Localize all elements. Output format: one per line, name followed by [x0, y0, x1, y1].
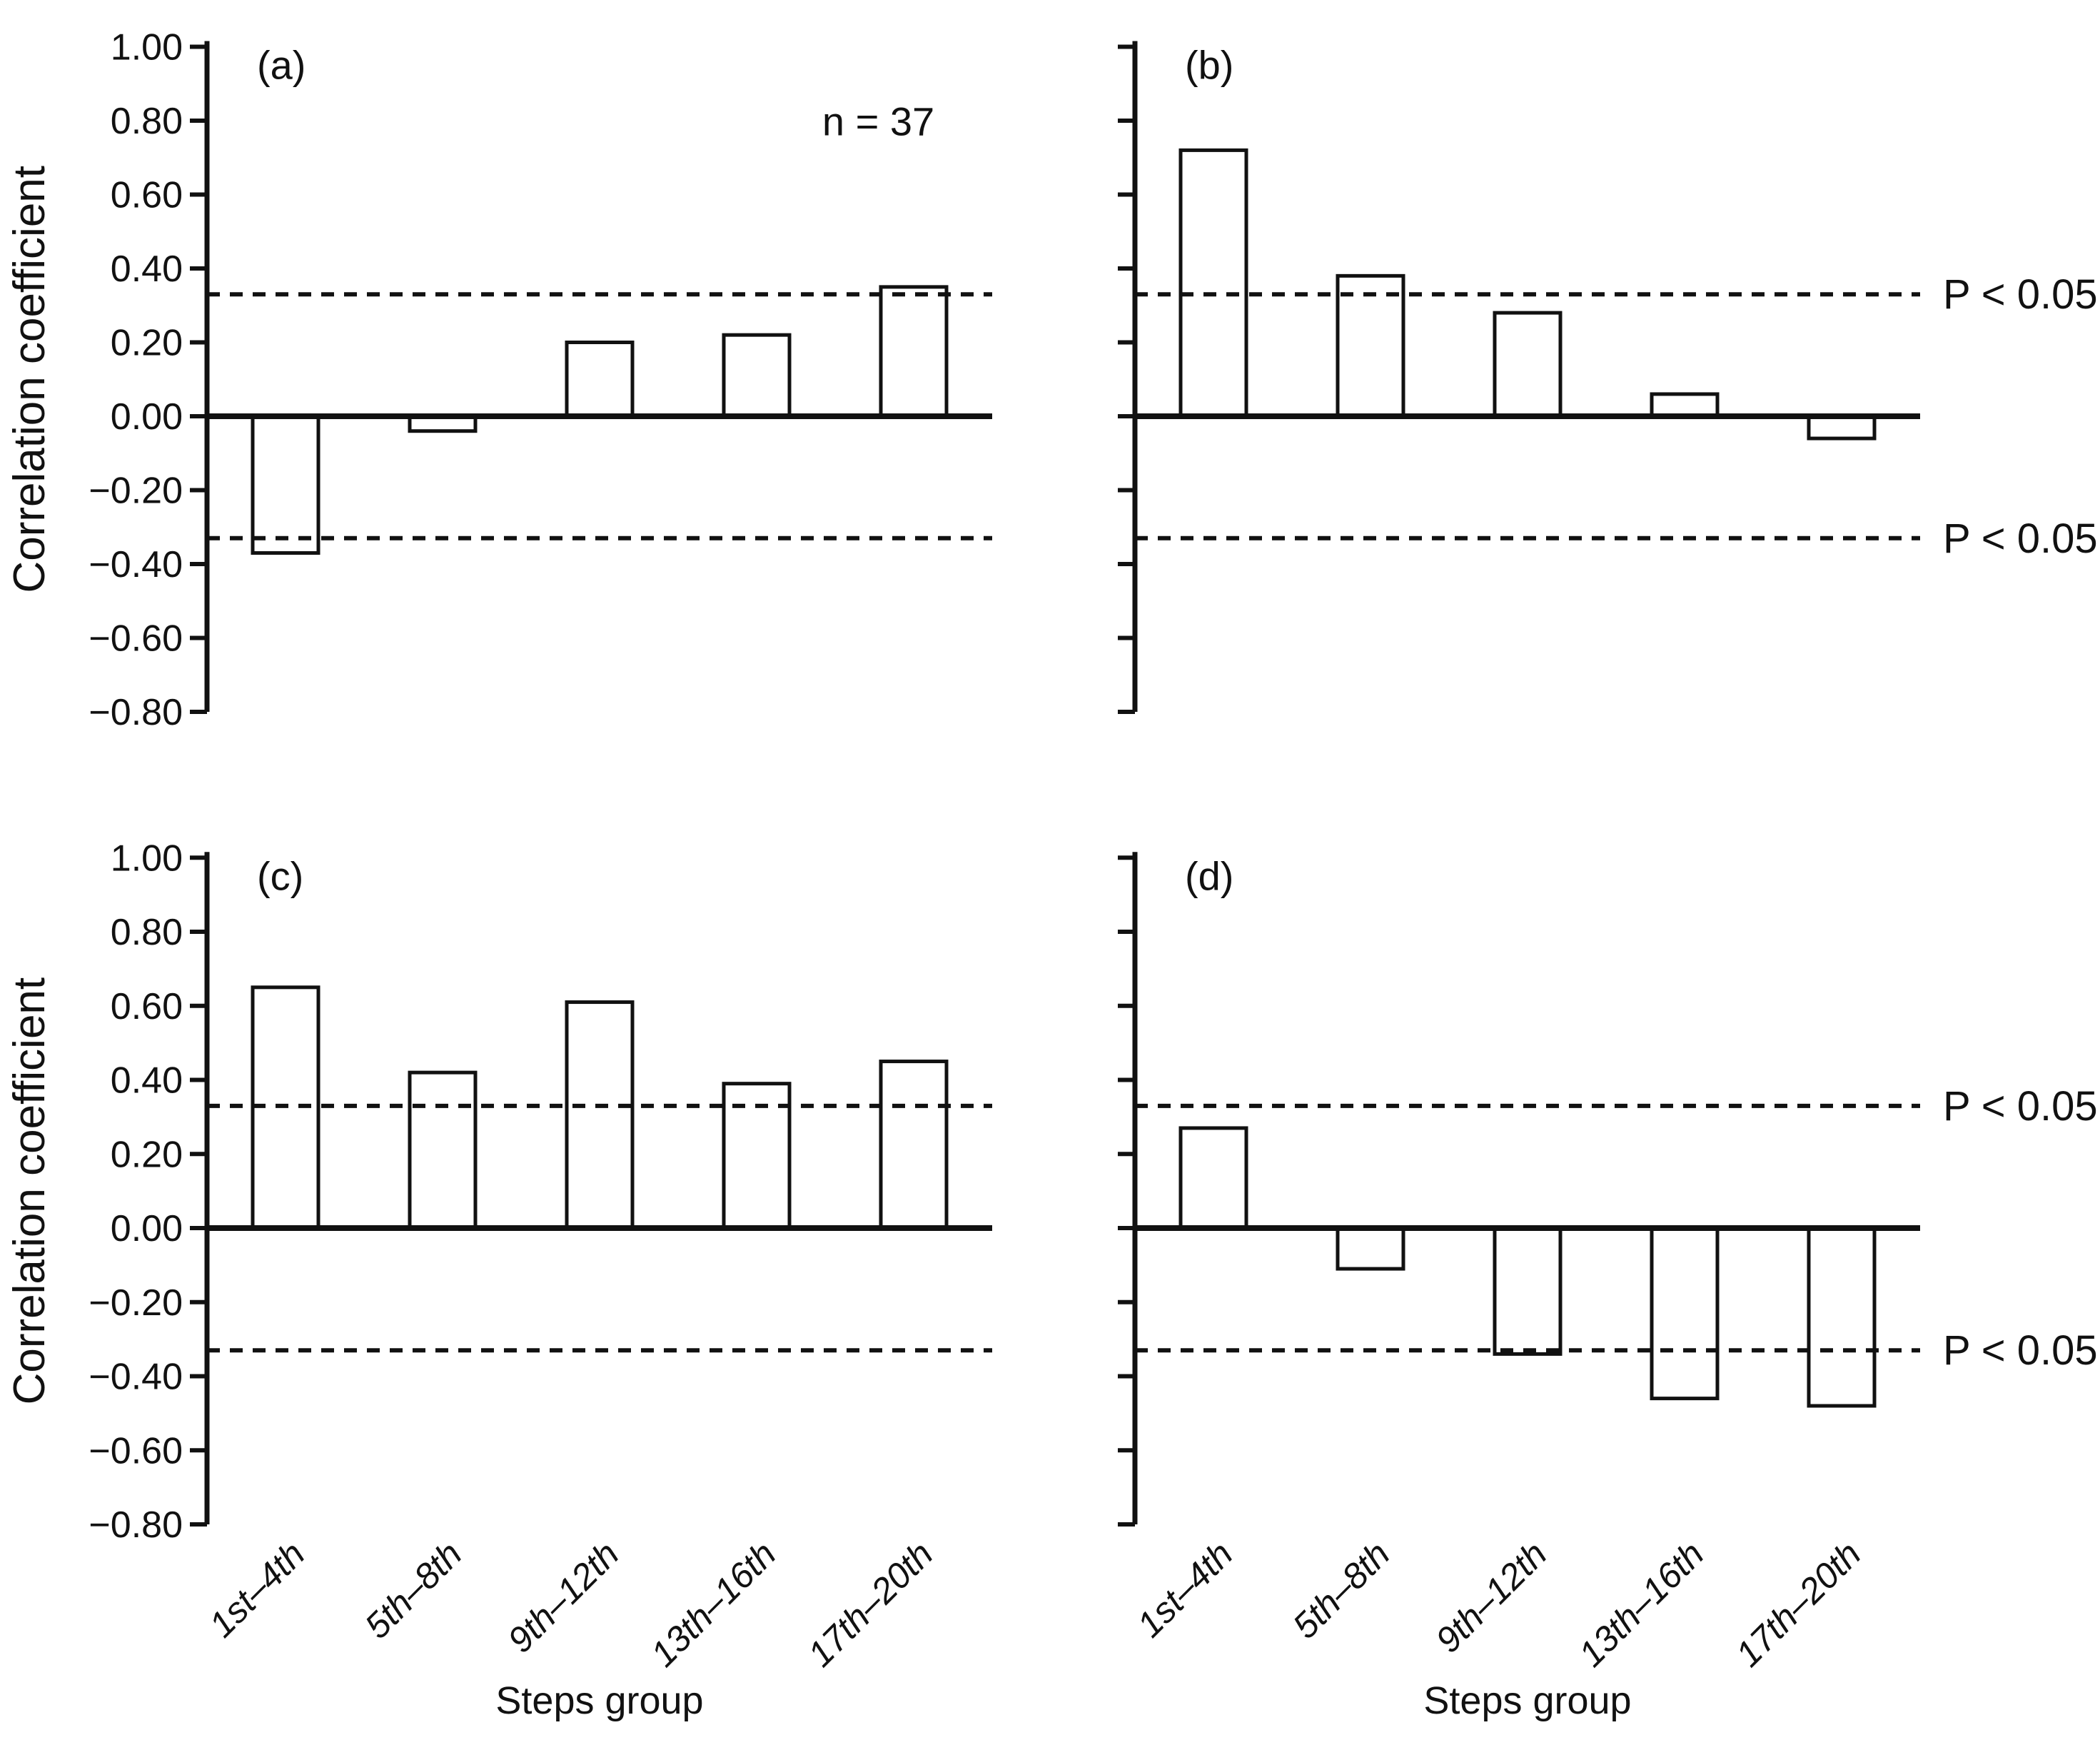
panel-a: 1.00 0.80 0.60 0.40 0.20 0.00 −0.20 −0.40 −0.60 −…	[5, 27, 992, 733]
panel-c-ytick-label: −0.60	[89, 1430, 183, 1472]
panel-c-ytick-label: −0.20	[89, 1282, 183, 1324]
panel-d-bar-5th-8th	[1336, 1226, 1405, 1271]
panel-a-letter: (a)	[257, 43, 306, 88]
panel-c-bar-17th-20th	[879, 1060, 949, 1230]
panel-b-bar-13th-16th	[1650, 392, 1720, 418]
panel-a-bar-17th-20th	[879, 285, 949, 418]
panel-d-letter: (d)	[1185, 853, 1233, 898]
panel-c-xtick-label-9th-12th: 9th–12th	[500, 1534, 627, 1660]
panel-b: P < 0.05 P < 0.05 (b)	[1118, 41, 2098, 714]
panel-c-ytick-label: 0.60	[111, 986, 183, 1027]
panel-a-bar-13th-16th	[722, 333, 792, 418]
panel-a-ytick-label: −0.20	[89, 471, 183, 512]
panel-c-xtick-label-1st-4th: 1st–4th	[201, 1534, 313, 1645]
panel-c-xtick-label-5th-8th: 5th–8th	[357, 1534, 470, 1646]
panel-c-ytick-label: −0.40	[89, 1357, 183, 1398]
panel-d-x-axis-title: Steps group	[1423, 1679, 1631, 1722]
panel-d: P < 0.05 P < 0.05 (d) 1st–4th 5th–8th 9th–12t…	[1118, 852, 2098, 1722]
panel-c: 1.00 0.80 0.60 0.40 0.20 0.00 −0.20 −0.40 −0.60 −…	[5, 838, 992, 1722]
panel-a-ytick-label: −0.40	[89, 544, 183, 585]
panel-d-xtick-label-17th-20th: 17th–20th	[1728, 1534, 1869, 1674]
panel-b-upper-p-label: P < 0.05	[1943, 271, 2098, 318]
panel-b-bar-5th-8th	[1336, 273, 1405, 418]
panel-b-lower-p-label: P < 0.05	[1943, 516, 2098, 562]
panel-d-upper-p-label: P < 0.05	[1943, 1083, 2098, 1130]
panel-d-xtick-label-1st-4th: 1st–4th	[1129, 1534, 1241, 1645]
panel-a-ytick-label: −0.60	[89, 618, 183, 660]
panel-a-ytick-label: 0.00	[111, 396, 183, 438]
panel-a-ytick-label: 0.60	[111, 175, 183, 216]
panel-b-bar-1st-4th	[1178, 148, 1248, 418]
panel-d-xtick-label-9th-12th: 9th–12th	[1428, 1534, 1555, 1660]
panel-c-ytick-label: 0.20	[111, 1134, 183, 1175]
panel-d-lower-p-label: P < 0.05	[1943, 1327, 2098, 1374]
panel-a-ytick-label: 0.20	[111, 323, 183, 364]
panel-a-bar-1st-4th	[251, 414, 320, 555]
panel-b-bar-17th-20th	[1807, 414, 1877, 441]
panel-c-bar-9th-12th	[565, 1000, 635, 1230]
panel-a-ytick-label: 0.40	[111, 248, 183, 290]
panel-c-xtick-label-17th-20th: 17th–20th	[800, 1534, 941, 1674]
panel-c-letter: (c)	[257, 853, 303, 898]
panel-d-bar-1st-4th	[1178, 1126, 1248, 1230]
panel-c-y-axis-title: Correlation coefficient	[5, 977, 54, 1405]
panel-c-ytick-label: 0.80	[111, 912, 183, 953]
panel-d-xtick-label-5th-8th: 5th–8th	[1285, 1534, 1398, 1646]
panel-c-ytick-label: 1.00	[111, 838, 183, 879]
panel-b-bar-9th-12th	[1493, 311, 1563, 418]
panel-d-xtick-label-13th-16th: 13th–16th	[1571, 1534, 1712, 1674]
panel-c-x-axis-title: Steps group	[495, 1679, 703, 1722]
panel-d-bar-13th-16th	[1650, 1226, 1720, 1401]
panel-a-ytick-label: 1.00	[111, 27, 183, 69]
panel-c-bar-5th-8th	[408, 1070, 478, 1230]
panel-c-ytick-label: 0.00	[111, 1208, 183, 1249]
panel-d-bar-9th-12th	[1493, 1226, 1563, 1356]
panel-c-xtick-label-13th-16th: 13th–16th	[643, 1534, 784, 1674]
panel-b-letter: (b)	[1185, 43, 1233, 88]
panel-c-ytick-label: 0.40	[111, 1060, 183, 1102]
panel-d-bar-17th-20th	[1807, 1226, 1877, 1408]
panel-a-ytick-label: 0.80	[111, 101, 183, 142]
panel-a-sample-size-note: n = 37	[822, 99, 934, 144]
panel-c-ytick-label: −0.80	[89, 1504, 183, 1546]
panel-a-y-axis-title: Correlation coefficient	[5, 166, 54, 593]
panel-a-bar-9th-12th	[565, 341, 635, 418]
panel-a-ytick-label: −0.80	[89, 692, 183, 733]
